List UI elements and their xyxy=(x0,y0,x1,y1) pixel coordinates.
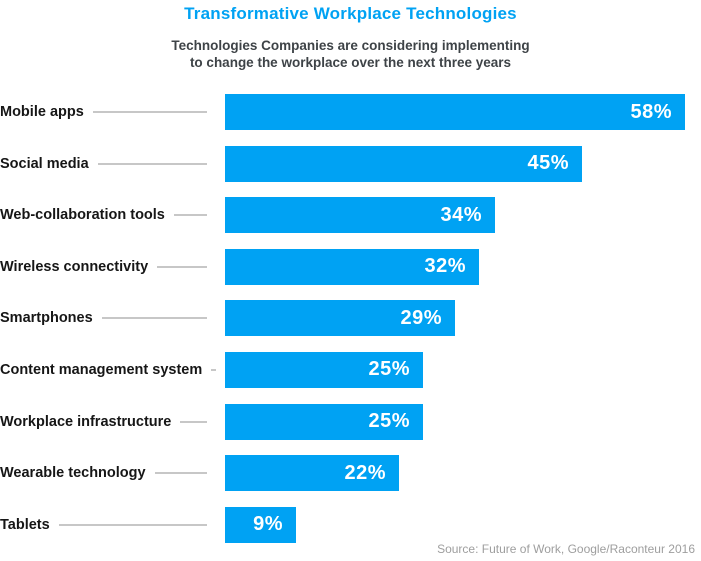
value-label: 25% xyxy=(368,358,410,381)
category-label-group: Wireless connectivity xyxy=(0,259,207,275)
category-label: Content management system xyxy=(0,361,203,378)
chart-header: Transformative Workplace Technologies Te… xyxy=(0,0,701,94)
bar: 34% xyxy=(225,197,495,234)
bar: 25% xyxy=(225,351,423,388)
value-label: 29% xyxy=(400,306,442,329)
category-label: Tablets xyxy=(0,516,50,533)
value-label: 22% xyxy=(344,461,386,484)
category-label: Wearable technology xyxy=(0,465,146,482)
value-label: 25% xyxy=(368,410,410,433)
chart-row: Web-collaboration tools 34% xyxy=(0,197,701,234)
bar: 29% xyxy=(225,300,455,337)
category-label-group: Web-collaboration tools xyxy=(0,207,207,223)
chart-plot-area: Mobile apps 58% Social media 45% Web-col… xyxy=(0,94,701,543)
category-label: Wireless connectivity xyxy=(0,258,149,275)
category-label: Web-collaboration tools xyxy=(0,207,165,224)
chart-row: Wireless connectivity 32% xyxy=(0,248,701,285)
leader-line xyxy=(58,523,207,526)
value-label: 34% xyxy=(440,203,482,226)
bar: 25% xyxy=(225,403,423,440)
chart-row: Tablets 9% xyxy=(0,506,701,543)
value-label: 58% xyxy=(630,100,672,123)
chart-row: Social media 45% xyxy=(0,145,701,182)
value-label: 9% xyxy=(253,513,283,536)
category-label: Social media xyxy=(0,155,89,172)
chart-row: Wearable technology 22% xyxy=(0,455,701,492)
chart-row: Workplace infrastructure 25% xyxy=(0,403,701,440)
category-label: Smartphones xyxy=(0,310,93,327)
bar: 9% xyxy=(225,506,296,543)
value-label: 45% xyxy=(527,152,569,175)
category-label: Mobile apps xyxy=(0,104,84,120)
chart-row: Smartphones 29% xyxy=(0,300,701,337)
category-label-group: Workplace infrastructure xyxy=(0,414,207,430)
leader-line xyxy=(92,111,207,113)
category-label-group: Mobile apps xyxy=(0,104,207,120)
category-label-group: Smartphones xyxy=(0,310,207,326)
chart-subtitle: Technologies Companies are considering i… xyxy=(0,38,701,72)
source-attribution: Source: Future of Work, Google/Raconteur… xyxy=(437,542,695,556)
bar: 45% xyxy=(225,145,582,182)
leader-line xyxy=(101,317,207,320)
leader-line xyxy=(97,162,207,165)
chart-title: Transformative Workplace Technologies xyxy=(184,4,517,23)
category-label-group: Content management system xyxy=(0,362,217,378)
leader-line xyxy=(180,420,207,423)
leader-line xyxy=(211,368,217,371)
bar: 22% xyxy=(225,455,399,492)
leader-line xyxy=(173,214,207,217)
category-label: Workplace infrastructure xyxy=(0,413,172,430)
category-label-group: Wearable technology xyxy=(0,465,207,481)
chart-subtitle-line-1: Technologies Companies are considering i… xyxy=(171,38,530,53)
chart-row: Mobile apps 58% xyxy=(0,94,701,130)
bar: 32% xyxy=(225,248,479,285)
category-label-group: Social media xyxy=(0,156,207,172)
leader-line xyxy=(157,265,207,268)
chart-row: Content management system 25% xyxy=(0,351,701,388)
leader-line xyxy=(154,472,207,475)
bar: 58% xyxy=(225,94,685,130)
value-label: 32% xyxy=(424,255,466,278)
chart-subtitle-line-2: to change the workplace over the next th… xyxy=(189,54,512,70)
category-label-group: Tablets xyxy=(0,517,207,533)
